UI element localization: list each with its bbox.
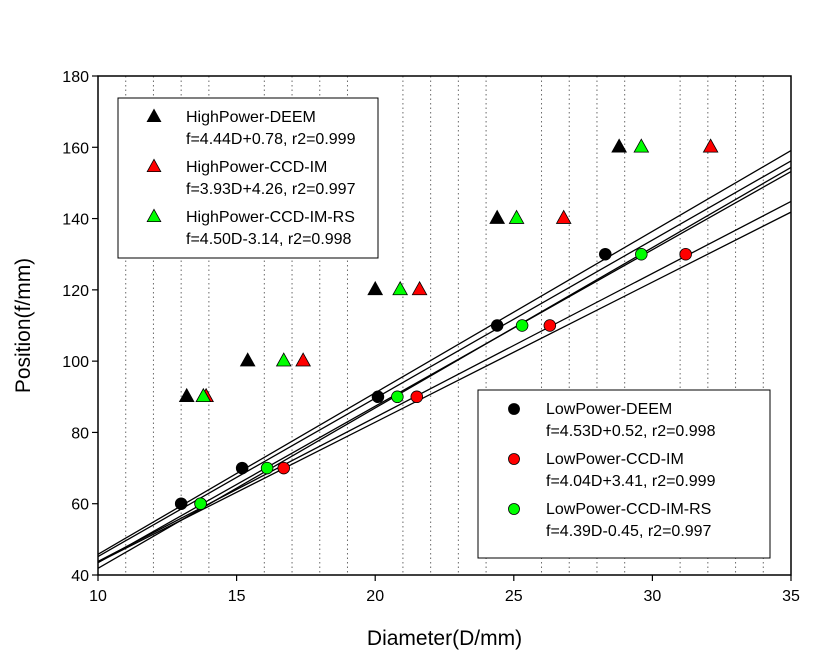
legend-label: HighPower-CCD-IM-RS: [186, 209, 355, 226]
legend-fit-equation: f=3.93D+4.26, r2=0.997: [186, 181, 356, 198]
x-tick-label: 35: [782, 588, 800, 605]
y-tick-label: 80: [71, 425, 89, 442]
data-point-triangle: [146, 108, 162, 122]
data-point-circle: [410, 390, 424, 404]
legend-box: [117, 97, 379, 259]
legend-bottom-right: LowPower-DEEM f=4.53D+0.52, r2=0.998 LowPo…: [477, 389, 771, 559]
data-point-triangle: [392, 280, 409, 296]
legends-layer: HighPower-DEEM f=4.44D+0.78, r2=0.999 High…: [117, 97, 771, 559]
data-point-triangle: [489, 209, 506, 224]
data-point-triangle: [633, 138, 650, 153]
data-point-circle: [391, 390, 404, 404]
data-point-circle: [679, 247, 692, 261]
legend-fit-equation: f=4.53D+0.52, r2=0.998: [546, 423, 716, 440]
plot-frame: [97, 75, 792, 576]
x-tick-label: 20: [366, 588, 384, 605]
x-tick-label: 10: [89, 588, 107, 605]
data-point-triangle: [178, 387, 195, 403]
data-point-circle: [174, 497, 188, 510]
fit-line: [97, 170, 792, 564]
x-tick-label: 15: [228, 588, 246, 605]
y-tick-label: 160: [62, 140, 89, 157]
fit-line: [97, 211, 792, 563]
data-point-triangle: [508, 209, 525, 224]
legend-label: HighPower-DEEM: [186, 109, 316, 126]
fit-lines-layer: [97, 150, 792, 569]
x-tick-label: 30: [644, 588, 662, 605]
data-point-circle: [260, 461, 274, 475]
data-point-circle: [599, 247, 612, 261]
legend-fit-equation: f=4.44D+0.78, r2=0.999: [186, 131, 356, 148]
y-tick-label: 40: [71, 568, 89, 585]
legend-label: LowPower-CCD-IM: [546, 451, 684, 468]
fit-line: [97, 200, 792, 562]
legend-fit-equation: f=4.04D+3.41, r2=0.999: [546, 473, 716, 490]
y-axis-label: Position(f/mm): [12, 258, 35, 393]
y-tick-label: 120: [62, 283, 89, 300]
x-tick-label: 25: [505, 588, 523, 605]
data-point-triangle: [555, 209, 572, 224]
ticks-layer: 10 15 20 25 30 35 40 60 80 100 120 140 160 180: [62, 69, 800, 605]
data-point-triangle: [611, 138, 628, 153]
y-tick-label: 180: [62, 69, 89, 86]
y-tick-label: 140: [62, 212, 89, 229]
data-point-circle: [508, 453, 520, 465]
data-point-triangle: [146, 158, 162, 172]
data-point-circle: [508, 503, 520, 515]
legend-label: HighPower-CCD-IM: [186, 159, 327, 176]
data-point-circle: [235, 461, 249, 475]
data-point-circle: [371, 390, 385, 404]
legend-label: LowPower-CCD-IM-RS: [546, 501, 711, 518]
x-axis-label: Diameter(D/mm): [367, 627, 522, 650]
fit-line: [97, 160, 792, 558]
data-point-circle: [490, 319, 504, 332]
data-point-triangle: [195, 387, 212, 403]
data-point-circle: [508, 403, 520, 415]
markers-layer: [174, 138, 719, 510]
legend-label: LowPower-DEEM: [546, 401, 672, 418]
legend-fit-equation: f=4.39D-0.45, r2=0.997: [546, 523, 712, 540]
legend-box: [477, 389, 771, 559]
legend-top-left: HighPower-DEEM f=4.44D+0.78, r2=0.999 High…: [117, 97, 379, 259]
data-point-circle: [543, 319, 557, 332]
data-point-triangle: [367, 280, 384, 296]
data-point-circle: [277, 461, 290, 475]
y-tick-label: 60: [71, 497, 89, 514]
data-point-triangle: [411, 280, 428, 296]
data-point-circle: [194, 497, 207, 510]
data-point-circle: [515, 319, 529, 332]
legend-fit-equation: f=4.50D-3.14, r2=0.998: [186, 231, 352, 248]
data-point-triangle: [702, 138, 719, 153]
data-point-triangle: [275, 352, 292, 367]
data-point-triangle: [239, 352, 256, 367]
data-point-triangle: [146, 208, 162, 222]
y-tick-label: 100: [62, 354, 89, 371]
data-point-circle: [635, 247, 648, 261]
data-point-triangle: [295, 352, 312, 367]
fit-line: [97, 150, 792, 555]
